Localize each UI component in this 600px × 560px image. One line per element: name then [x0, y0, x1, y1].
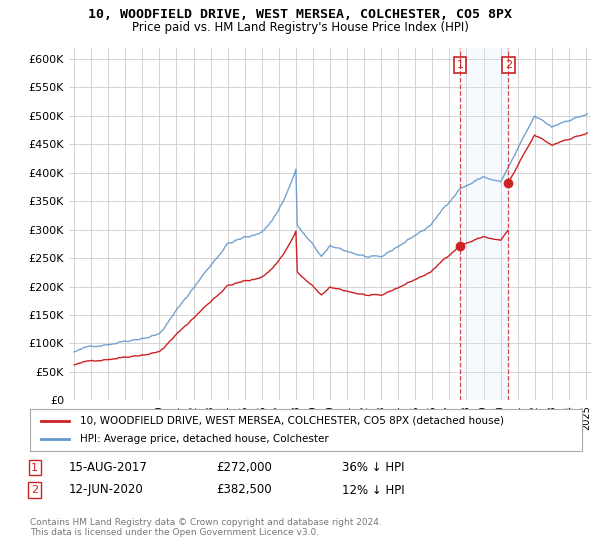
- Text: Contains HM Land Registry data © Crown copyright and database right 2024.
This d: Contains HM Land Registry data © Crown c…: [30, 518, 382, 538]
- Text: £382,500: £382,500: [216, 483, 272, 497]
- Text: 2: 2: [31, 485, 38, 495]
- Text: 12-JUN-2020: 12-JUN-2020: [69, 483, 144, 497]
- Text: 1: 1: [31, 463, 38, 473]
- Text: 10, WOODFIELD DRIVE, WEST MERSEA, COLCHESTER, CO5 8PX: 10, WOODFIELD DRIVE, WEST MERSEA, COLCHE…: [88, 8, 512, 21]
- Text: HPI: Average price, detached house, Colchester: HPI: Average price, detached house, Colc…: [80, 434, 328, 444]
- Bar: [460, 48, 508, 400]
- Text: £272,000: £272,000: [216, 461, 272, 474]
- Text: 2: 2: [505, 60, 512, 70]
- Text: 10, WOODFIELD DRIVE, WEST MERSEA, COLCHESTER, CO5 8PX (detached house): 10, WOODFIELD DRIVE, WEST MERSEA, COLCHE…: [80, 416, 503, 426]
- Text: 1: 1: [457, 60, 463, 70]
- Text: Price paid vs. HM Land Registry's House Price Index (HPI): Price paid vs. HM Land Registry's House …: [131, 21, 469, 34]
- Text: 36% ↓ HPI: 36% ↓ HPI: [342, 461, 404, 474]
- Text: 15-AUG-2017: 15-AUG-2017: [69, 461, 148, 474]
- Text: 12% ↓ HPI: 12% ↓ HPI: [342, 483, 404, 497]
